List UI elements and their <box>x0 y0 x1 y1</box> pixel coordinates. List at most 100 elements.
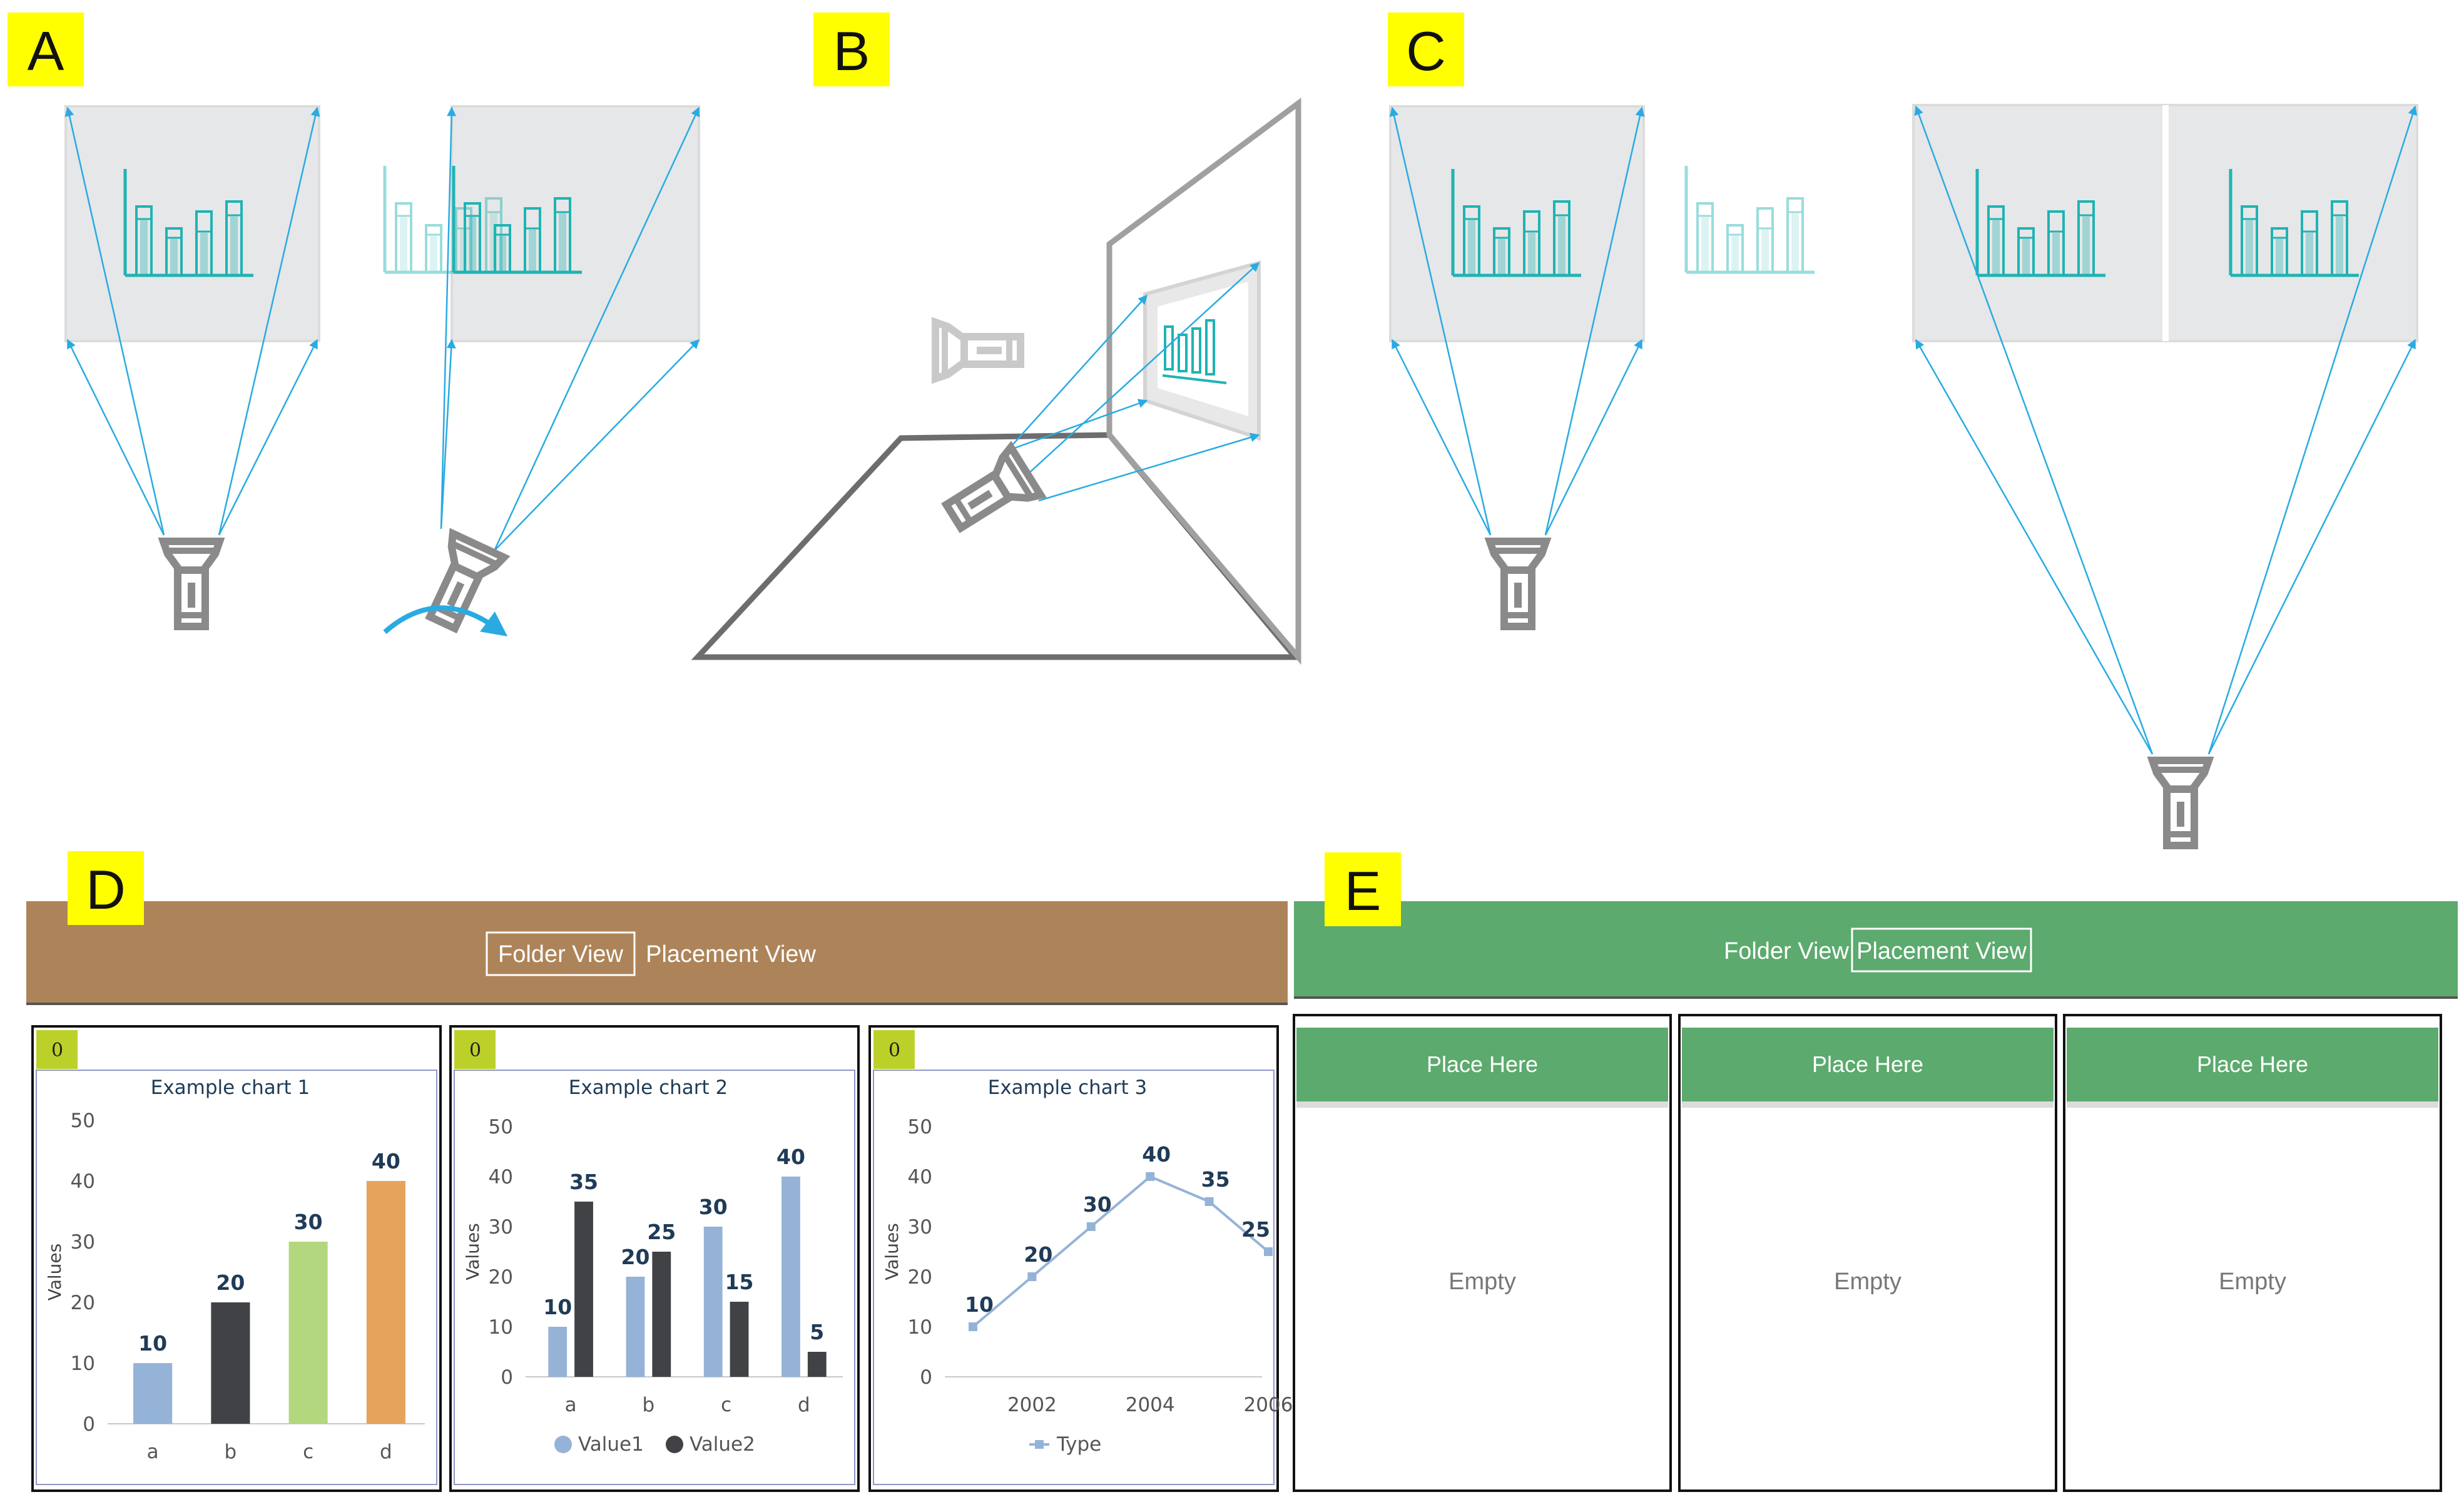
data-label: 40 <box>1142 1142 1171 1167</box>
data-label: 10 <box>138 1331 167 1356</box>
y-tick-label: 0 <box>501 1366 513 1389</box>
panel-b-label: B <box>833 20 870 82</box>
placement-view-button[interactable]: Placement View <box>646 941 816 968</box>
header-shadow <box>1296 1101 1668 1108</box>
rotation-arrow-icon <box>383 605 508 636</box>
place-here-label: Place Here <box>1427 1051 1538 1077</box>
chart-title: Example chart 3 <box>988 1076 1148 1099</box>
bar-Value1-c <box>703 1227 723 1377</box>
data-label: 30 <box>1083 1192 1112 1217</box>
panel-c-label: C <box>1406 20 1446 82</box>
place-here-header[interactable] <box>1296 1028 1668 1101</box>
faded-projector-icon <box>935 322 1021 379</box>
rotated-projector-icon <box>417 534 504 635</box>
projection-rays-c2 <box>1914 105 2418 755</box>
x-tick-label: 2002 <box>1007 1394 1057 1416</box>
data-label: 35 <box>1201 1167 1230 1192</box>
x-tick-label: c <box>721 1394 731 1416</box>
x-tick-label: 2006 <box>1244 1394 1293 1416</box>
empty-label: Empty <box>1448 1269 1516 1295</box>
bar-c <box>288 1242 328 1424</box>
bar-Value2-a <box>574 1202 593 1377</box>
index-badge <box>36 1030 78 1069</box>
placement-view-button[interactable] <box>1851 927 2032 973</box>
projector-icon <box>1490 541 1546 626</box>
data-label: 10 <box>543 1295 572 1319</box>
placement-slot[interactable]: Place Here Empty <box>2063 1014 2442 1492</box>
bar-b <box>211 1302 250 1424</box>
line-point <box>1146 1172 1155 1181</box>
chart-frame <box>873 1070 1275 1485</box>
x-tick-label: d <box>380 1441 392 1463</box>
bar-Value2-c <box>730 1302 749 1377</box>
panel-a-label-bg <box>8 13 84 86</box>
projection-rays-a2 <box>440 106 700 551</box>
panel-d-label-bg <box>68 851 144 925</box>
y-tick-label: 0 <box>920 1366 932 1389</box>
index-badge <box>873 1030 915 1069</box>
projection-screen-2 <box>451 105 700 342</box>
line-point <box>1086 1222 1096 1231</box>
placement-slot[interactable]: Place Here Empty <box>1293 1014 1672 1492</box>
legend-label: Value2 <box>690 1433 755 1456</box>
chart-card: 0 Example chart 1 Values 0 10 20 30 40 50 10 a 20 b 3… <box>31 1025 442 1492</box>
chart-card: 0 Example chart 2 Values 0 10 20 30 40 50 10 35 a 20… <box>449 1025 860 1492</box>
y-tick-label: 10 <box>908 1316 932 1339</box>
line-point <box>1204 1197 1214 1206</box>
line-series <box>972 1175 1270 1328</box>
header-shadow <box>2067 1101 2438 1108</box>
y-tick-label: 10 <box>489 1316 513 1339</box>
projection-rays-b <box>1007 262 1260 502</box>
place-here-header[interactable] <box>1682 1028 2054 1101</box>
chart-title: Example chart 2 <box>569 1076 728 1099</box>
folder-view-button[interactable]: Folder View <box>1724 938 1850 964</box>
bar-a <box>133 1363 173 1424</box>
line-point <box>1264 1247 1273 1256</box>
index-badge-label: 0 <box>888 1040 900 1061</box>
x-tick-label: a <box>565 1394 577 1416</box>
index-badge <box>454 1030 496 1069</box>
data-label: 15 <box>725 1270 754 1294</box>
place-here-header[interactable] <box>2067 1028 2438 1101</box>
data-label: 30 <box>294 1210 323 1234</box>
bar-Value2-d <box>807 1352 827 1377</box>
index-badge-label: 0 <box>51 1040 63 1061</box>
bar-Value1-b <box>626 1277 645 1377</box>
legend-marker <box>666 1436 683 1453</box>
legend-marker <box>554 1436 572 1453</box>
chart-card: 0 Example chart 3 Values 0 10 20 30 40 50 10 20 30 4… <box>868 1025 1293 1492</box>
panel-e: E Folder View Placement View Place Here E… <box>1293 852 2458 1492</box>
panel-c: C <box>1388 13 2418 846</box>
bar-Value1-a <box>548 1327 568 1377</box>
projection-rays-c1 <box>1389 106 1645 536</box>
x-tick-label: a <box>147 1441 159 1463</box>
panel-d-label: D <box>86 859 126 921</box>
data-label: 35 <box>569 1170 598 1194</box>
line-point <box>1027 1272 1037 1281</box>
folder-view-button[interactable] <box>486 931 636 976</box>
y-tick-label: 20 <box>489 1266 513 1289</box>
x-tick-label: b <box>225 1441 237 1463</box>
panel-d: D Folder View Placement View 0 Example ch… <box>26 851 1293 1492</box>
y-tick-label: 0 <box>83 1413 95 1436</box>
y-tick-label: 30 <box>489 1216 513 1239</box>
panel-c-label-bg <box>1388 13 1464 86</box>
faded-chart-icon <box>1686 166 1815 272</box>
y-tick-label: 10 <box>71 1352 95 1375</box>
x-tick-label: 2004 <box>1126 1394 1175 1416</box>
data-label: 30 <box>699 1195 728 1219</box>
placement-slot[interactable]: Place Here Empty <box>1678 1014 2057 1492</box>
empty-label: Empty <box>2219 1269 2286 1295</box>
panel-b: B <box>691 13 1301 665</box>
projector-icon <box>939 447 1041 540</box>
empty-label: Empty <box>1834 1269 1901 1295</box>
place-here-label: Place Here <box>1812 1051 1923 1077</box>
x-tick-label: b <box>643 1394 655 1416</box>
y-tick-label: 40 <box>489 1166 513 1188</box>
data-label: 40 <box>776 1145 805 1169</box>
y-axis-label: Values <box>882 1223 902 1280</box>
header-shadow <box>1682 1101 2054 1108</box>
projector-icon <box>2152 760 2209 846</box>
